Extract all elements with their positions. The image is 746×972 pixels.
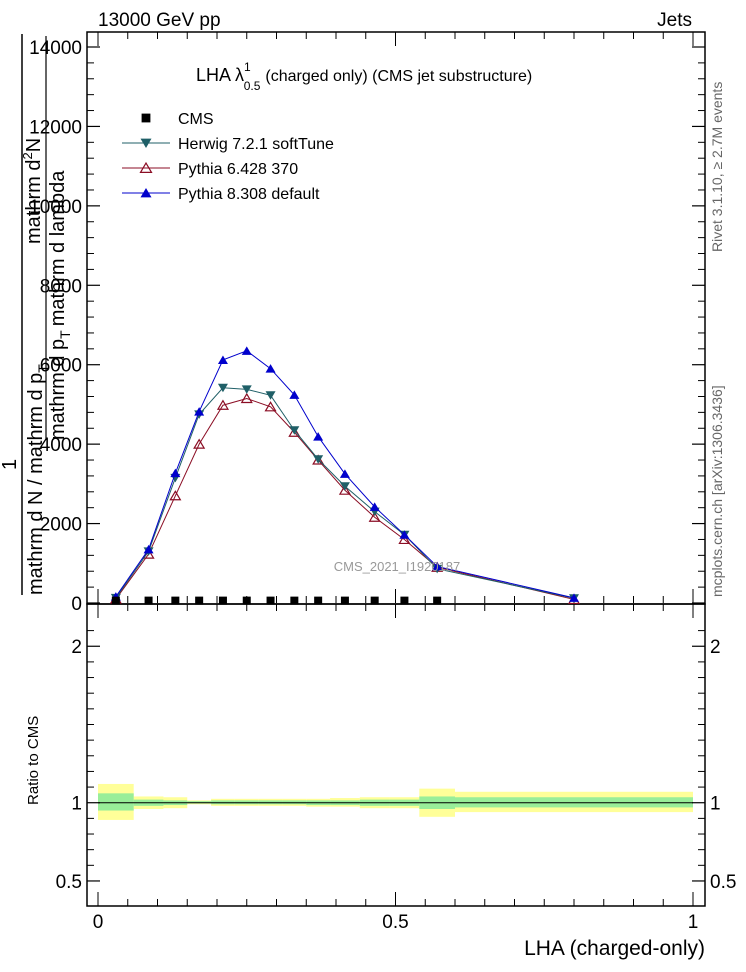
legend: CMS Herwig 7.2.1 softTune Pythia 6.428 370… [122,111,334,203]
main-axis-ticks: 0 2000 4000 6000 8000 10000 12000 14000 [29,38,705,615]
ylabel-denominator: mathrm d N / mathrm d pT [25,364,51,595]
x-tick-label: 1 [688,912,699,933]
mcplots-label: mcplots.cern.ch [arXiv:1306.3436] [709,385,725,597]
y-tick-label: 8000 [40,276,82,297]
ratio-frame [86,603,706,907]
y-tick-label: 10000 [29,197,82,218]
ratio-tick-label-right: 0.5 [710,872,736,893]
data-point [242,596,251,605]
legend-label: Pythia 8.308 default [178,186,320,203]
series-triangle-open [109,392,581,605]
y-axis-label: 1 mathrm d N / mathrm d pT mathrm d2N ma… [0,34,73,595]
data-point [216,399,229,410]
y-tick-label: 12000 [29,117,82,138]
legend-label: Pythia 6.428 370 [178,161,298,178]
legend-entry: Pythia 6.428 370 [122,161,298,178]
data-point [140,188,152,198]
ylabel-inner-denominator: mathrm d pTmathrm d lambda [47,170,73,440]
x-axis-label: LHA (charged-only) [524,937,705,960]
ratio-tick-label: 2 [71,637,82,658]
energy-label: 13000 GeV pp [98,10,221,31]
data-point [339,469,350,478]
ratio-axis-ticks: 0.5 0.5 1 1 2 2 [56,630,736,893]
process-label: Jets [657,10,692,31]
data-point [218,596,227,605]
series-line [115,350,575,599]
data-point [264,401,277,412]
ratio-tick-label: 0.5 [56,872,82,893]
legend-entry: Pythia 8.308 default [122,186,320,203]
data-point [171,596,180,605]
data-point [433,596,442,605]
x-axis-ticks: 0 0.5 1 [93,32,699,933]
data-point [240,392,253,404]
data-point [265,391,276,400]
data-point [288,426,301,437]
analysis-watermark: CMS_2021_I1920187 [334,559,461,574]
y-tick-label: 0 [71,594,82,615]
data-point [169,490,182,501]
data-point [194,407,205,416]
legend-label: CMS [178,111,214,128]
data-point [111,596,120,605]
data-point [399,530,410,539]
ylabel-one: 1 [0,459,21,470]
data-point [289,426,300,435]
data-point [290,596,299,605]
series-line [115,387,575,599]
ratio-tick-label: 1 [71,794,82,815]
data-point [369,502,380,511]
x-tick-label: 0.5 [382,912,408,933]
data-point [141,113,151,123]
data-point [313,432,324,441]
data-point [143,544,154,554]
data-point [339,482,350,491]
ratio-inner-band [98,793,134,811]
ylabel-numerator: mathrm d2N [20,138,45,244]
data-point [140,138,152,148]
data-point [400,596,409,605]
data-point [266,596,275,605]
series-layer [109,346,581,605]
ratio-bands [98,783,693,820]
plot-title: LHA λ1 0.5(charged only) (CMS jet substru… [196,60,532,93]
data-point [340,596,349,605]
data-point [289,390,300,399]
y-tick-label: 4000 [40,435,82,456]
data-point [398,533,411,545]
ratio-tick-label-right: 2 [710,637,721,658]
data-point [241,346,252,355]
x-tick-label: 0 [93,912,104,933]
data-point [370,596,379,605]
data-point [193,438,206,449]
data-point [313,455,324,464]
data-point [368,511,381,522]
data-point [217,383,228,393]
ratio-y-label: Ratio to CMS [25,716,42,805]
legend-entry: CMS [141,111,214,128]
rivet-label: Rivet 3.1.10, ≥ 2.7M events [709,82,725,252]
data-point [338,484,351,495]
data-point [314,596,323,605]
y-tick-label: 14000 [29,38,82,59]
data-point [142,548,155,559]
y-tick-label: 2000 [40,515,82,536]
data-point [170,468,181,478]
data-point [265,364,276,373]
legend-label: Herwig 7.2.1 softTune [178,136,334,153]
y-tick-label: 6000 [40,356,82,377]
data-point [241,385,252,394]
data-point [139,161,153,173]
legend-entry: Herwig 7.2.1 softTune [122,136,334,153]
series-square [111,596,442,605]
series-line [115,397,575,600]
data-point [569,593,579,602]
data-point [312,454,325,465]
data-point [432,561,443,571]
ratio-tick-label-right: 1 [710,794,721,815]
data-point [195,596,204,605]
data-point [217,355,228,364]
data-point [144,596,153,605]
